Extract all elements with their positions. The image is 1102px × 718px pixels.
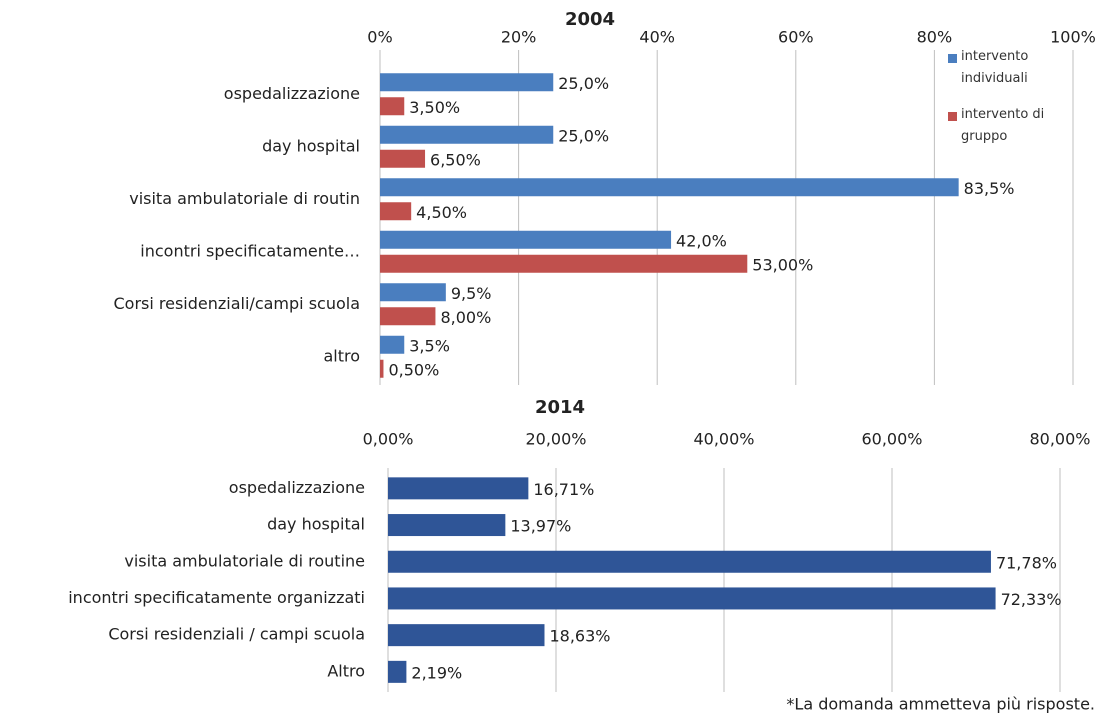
bar (388, 624, 545, 647)
x-tick-label: 60,00% (861, 430, 922, 449)
bar (380, 149, 426, 168)
value-label: 83,5% (964, 179, 1015, 198)
bar (380, 307, 436, 326)
chart-title: 2004 (565, 9, 615, 30)
value-label: 3,5% (409, 336, 450, 355)
x-tick-label: 0% (367, 28, 392, 47)
value-label: 25,0% (558, 74, 609, 93)
x-tick-label: 20% (501, 28, 537, 47)
bar (380, 230, 672, 249)
bar (380, 125, 554, 144)
bar (380, 335, 405, 354)
category-label: ospedalizzazione (229, 478, 365, 497)
x-tick-label: 60% (778, 28, 814, 47)
bar (380, 202, 412, 221)
value-label: 6,50% (430, 150, 481, 169)
category-label: ospedalizzazione (224, 84, 360, 103)
bar (388, 660, 407, 683)
bar (380, 73, 554, 92)
bar (388, 550, 991, 573)
category-label: altro (323, 346, 360, 365)
legend-label: intervento di gruppo (961, 107, 1045, 144)
x-tick-label: 20,00% (525, 430, 586, 449)
category-label: Corsi residenziali / campi scuola (108, 625, 365, 644)
bar (380, 254, 748, 273)
legend-swatch (948, 112, 957, 121)
value-label: 53,00% (752, 255, 813, 274)
legend-label: intervento individuali (961, 49, 1029, 86)
category-label: visita ambulatoriale di routin (129, 189, 360, 208)
bar (380, 283, 446, 302)
x-tick-label: 40,00% (693, 430, 754, 449)
x-tick-label: 80% (917, 28, 953, 47)
x-tick-label: 0,00% (363, 430, 414, 449)
value-label: 0,50% (388, 360, 439, 379)
legend-swatch (948, 54, 957, 63)
category-label: Corsi residenziali/campi scuola (113, 294, 360, 313)
value-label: 3,50% (409, 98, 460, 117)
category-label: incontri specificatamente… (140, 241, 360, 260)
bar (388, 477, 529, 500)
value-label: 16,71% (533, 480, 594, 499)
value-label: 25,0% (558, 126, 609, 145)
category-label: incontri specificatamente organizzati (68, 588, 365, 607)
x-tick-label: 80,00% (1029, 430, 1090, 449)
value-label: 42,0% (676, 231, 727, 250)
value-label: 18,63% (549, 627, 610, 646)
category-label: day hospital (267, 515, 365, 534)
value-label: 13,97% (510, 517, 571, 536)
legend-item: intervento individuali (961, 49, 1029, 86)
footnote: *La domanda ammetteva più risposte. (786, 695, 1095, 714)
category-label: Altro (327, 661, 365, 680)
category-label: visita ambulatoriale di routine (124, 551, 365, 570)
bar (388, 587, 996, 610)
value-label: 2,19% (411, 663, 462, 682)
legend-item: intervento di gruppo (961, 107, 1045, 144)
value-label: 9,5% (451, 284, 492, 303)
bar (380, 178, 959, 197)
value-label: 71,78% (996, 553, 1057, 572)
bar (380, 359, 384, 378)
category-label: day hospital (262, 136, 360, 155)
x-tick-label: 40% (639, 28, 675, 47)
value-label: 72,33% (1001, 590, 1062, 609)
value-label: 8,00% (440, 308, 491, 327)
chart-title: 2014 (535, 397, 585, 418)
value-label: 4,50% (416, 203, 467, 222)
x-tick-label: 100% (1050, 28, 1096, 47)
bar (388, 514, 506, 537)
bar (380, 97, 405, 116)
